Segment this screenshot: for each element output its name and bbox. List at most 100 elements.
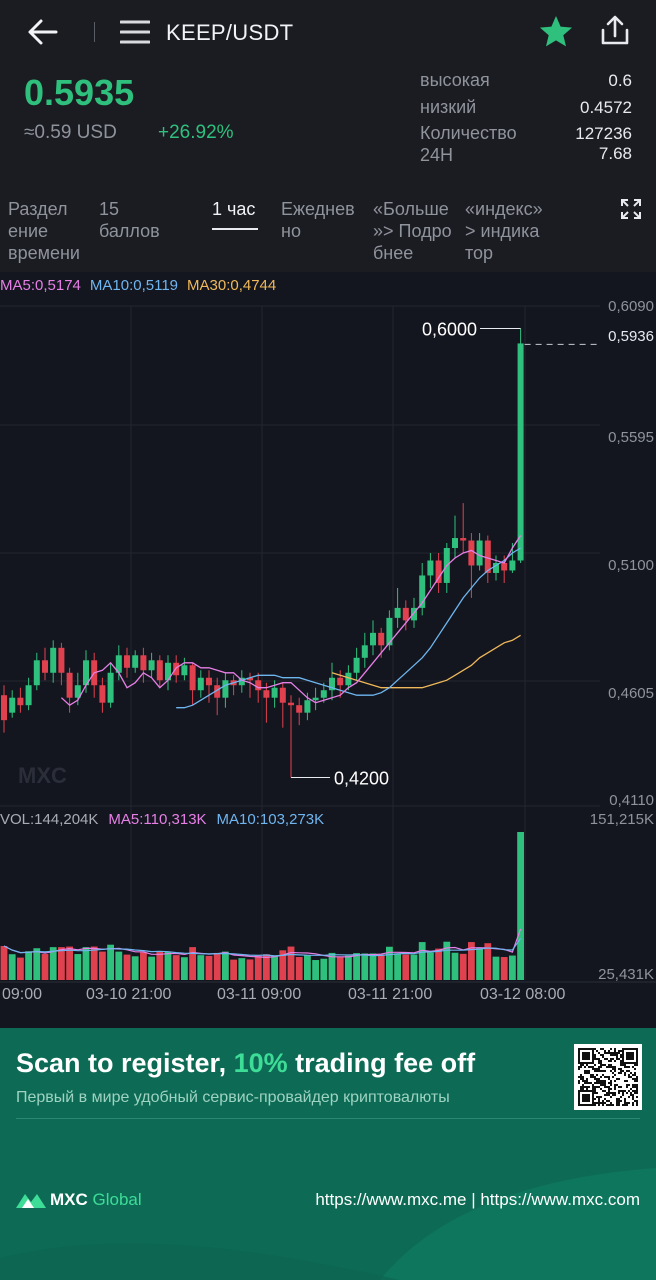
stat-high-label: высокая [420,70,490,90]
low-marker-label: 0,4200 [334,769,389,789]
menu-button[interactable] [119,18,151,46]
volume-bar [468,942,475,980]
pair-title[interactable]: KEEP/USDT [166,20,294,45]
ma10-legend: MA10:0,5119 [89,277,179,294]
volume-bar [90,946,98,980]
price-tick: 0,4605 [608,685,654,702]
vol-ma10-line [3,937,522,957]
vol-ma10-legend: MA10:103,273K [216,811,325,828]
candle-body [394,607,401,618]
candle-body [493,562,499,573]
time-tick: 03-11 21:00 [348,986,433,1003]
tab-daily[interactable]: Ежеднев но [281,199,355,241]
tab-more[interactable]: «Больше »> Подро бнее [373,199,452,263]
candle-body [304,700,311,713]
volume-bar [304,955,311,980]
volume-bar [345,955,352,980]
volume-bar [238,958,246,980]
volume-bar [271,956,278,980]
candle-body [370,632,376,646]
candle-body [288,702,294,706]
price-tick: 0,4110 [609,792,654,809]
stat-volume-label: Количество [420,123,517,143]
candle-body [435,560,442,583]
active-tab-indicator [212,228,258,230]
candle-body [156,660,163,681]
candle-body [509,560,516,571]
volume-bar [320,958,328,980]
volume-bar [49,947,57,980]
volume-bar [279,950,287,980]
volume-bar [189,947,196,980]
volume-bar [394,953,401,980]
vol-ma5-line [3,928,522,959]
candle-body [238,677,245,686]
candle-body [173,662,180,676]
volume-bar [427,952,434,980]
mxc-logo-icon [16,1194,46,1208]
header-divider [94,22,95,42]
candle-body [148,660,155,671]
volume-bar [17,957,24,980]
candle-body [17,697,24,706]
tab-time-share[interactable]: Раздел ение времени [8,199,80,263]
candle-body [42,660,48,673]
promo-title-highlight: 10% [233,1048,288,1078]
candle-body [50,647,57,673]
candle-body [419,575,426,608]
volume-bar [156,951,164,980]
mxc-watermark: MXC [18,763,67,788]
candle-body [222,680,229,698]
promo-title-pre: Scan to register, [16,1048,234,1078]
candle-body [197,677,204,691]
ma-legend: MA5:0,5174 MA10:0,5119 MA30:0,4744 [0,277,285,294]
volume-bar [312,960,319,980]
candle-body [66,672,73,698]
candle-body [74,685,81,698]
chart-canvas[interactable]: MXC 0,6000 0,4200 [0,0,656,1010]
volume-bar [459,953,467,980]
candle-body [476,540,483,566]
share-button[interactable] [598,14,632,48]
price-change-percent: +26.92% [158,122,234,143]
volume-bar [140,952,147,980]
candle-body [386,617,393,646]
stat-low-label: низкий [420,97,477,117]
promo-links[interactable]: https://www.mxc.me | https://www.mxc.com [315,1190,640,1209]
volume-bar [386,946,393,980]
chart-grid: MXC [0,305,656,983]
candle-body [25,685,32,706]
volume-bar [33,948,41,980]
volume-bar [369,953,377,980]
tab-indicators[interactable]: «индекс» > индика тор [465,199,543,263]
moving-averages [60,535,522,709]
qr-code[interactable] [574,1044,642,1110]
ma30-legend: MA30:0,4744 [187,277,277,294]
share-icon [601,15,629,45]
volume-bar [25,951,32,980]
stat-24h-value: 7.68 [598,144,632,163]
candlestick-chart[interactable] [0,272,656,1010]
volume-bar [164,951,172,980]
back-button[interactable] [26,16,60,48]
tab-1-hour[interactable]: 1 час [212,199,256,219]
volume-bar [435,948,442,980]
fullscreen-button[interactable] [620,198,642,220]
favorite-button[interactable] [538,14,574,50]
tab-15-min[interactable]: 15 баллов [99,199,160,241]
candle-body [452,538,458,549]
volume-bar [0,946,8,980]
candle-body [9,697,16,713]
arrow-left-icon [28,19,58,45]
hamburger-menu-icon [119,20,151,44]
fullscreen-icon [621,199,641,219]
price-tick: 0,5100 [608,557,654,574]
volume-bar [263,954,270,980]
volume-tick-max: 151,215K [589,811,654,828]
candle-body [517,343,524,561]
candle-body [83,660,89,686]
last-price: 0.5935 [24,72,135,113]
candle-body [99,685,106,703]
ma5-legend: MA5:0,5174 [0,277,81,294]
candle-body [1,695,7,721]
